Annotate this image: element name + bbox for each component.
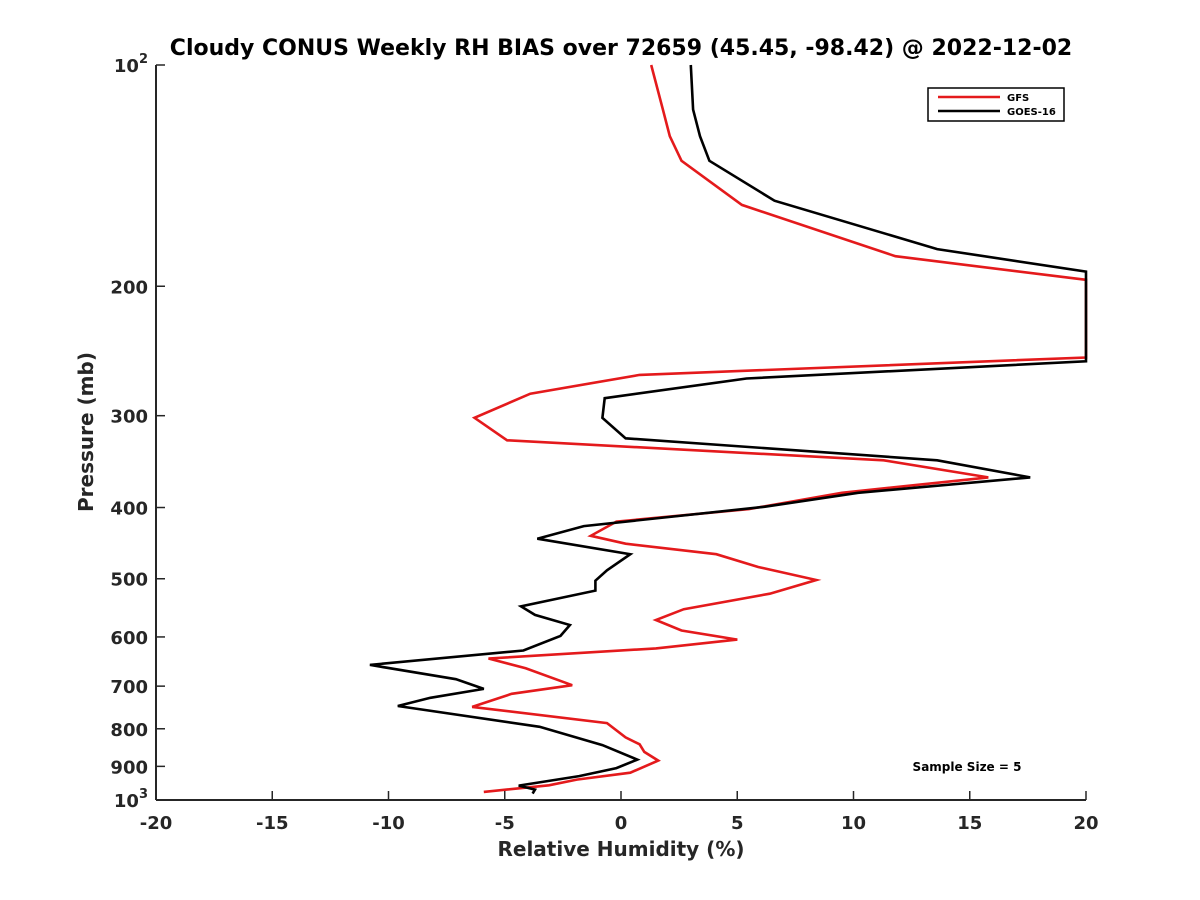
legend: GFS GOES-16 xyxy=(927,87,1065,122)
y-tick-label: 200 xyxy=(110,277,148,298)
y-tick-label: 700 xyxy=(110,677,148,698)
x-tick-label: -20 xyxy=(140,813,173,834)
plot-area xyxy=(369,64,1088,795)
x-tick-label: -10 xyxy=(372,813,405,834)
y-tick-label: 800 xyxy=(110,720,148,741)
axis-ticks: -20 -15 -10 -5 0 5 10 15 20 102 200 300 400 500 600 700… xyxy=(110,52,1098,834)
legend-box xyxy=(927,87,1065,122)
x-tick-label: 15 xyxy=(957,813,982,834)
y-tick-label: 500 xyxy=(110,570,148,591)
y-tick-label: 900 xyxy=(110,757,148,778)
plot-frame xyxy=(156,65,1086,800)
y-tick-label: 600 xyxy=(110,628,148,649)
x-tick-label: -5 xyxy=(495,813,515,834)
sample-size-annotation: Sample Size = 5 xyxy=(913,760,1022,774)
x-tick-label: 20 xyxy=(1073,813,1098,834)
legend-label: GOES-16 xyxy=(1007,107,1056,118)
y-tick-label: 400 xyxy=(110,499,148,520)
x-tick-label: 0 xyxy=(615,813,628,834)
y-tick-label: 103 xyxy=(114,787,148,812)
x-axis-label: Relative Humidity (%) xyxy=(497,837,744,861)
series-line-goes-16 xyxy=(369,64,1088,795)
chart-title: Cloudy CONUS Weekly RH BIAS over 72659 (… xyxy=(170,36,1072,61)
y-tick-label: 102 xyxy=(114,52,148,77)
x-tick-label: 5 xyxy=(731,813,744,834)
legend-label: GFS xyxy=(1007,93,1029,104)
series-line-gfs xyxy=(471,64,1088,794)
x-tick-label: -15 xyxy=(256,813,289,834)
y-tick-label: 300 xyxy=(110,407,148,428)
x-tick-label: 10 xyxy=(841,813,866,834)
y-axis-label: Pressure (mb) xyxy=(74,352,98,512)
